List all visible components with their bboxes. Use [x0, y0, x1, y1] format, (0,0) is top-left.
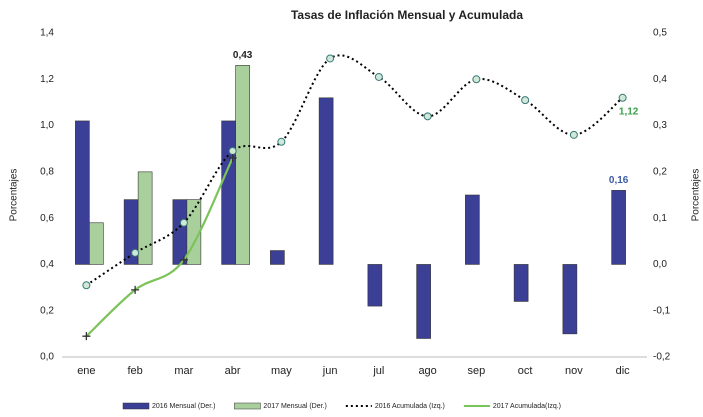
- y2-tick-label: 0,0: [653, 259, 667, 270]
- bar: [513, 264, 529, 302]
- x-tick-label: mar: [174, 365, 193, 377]
- legend-label: 2016 Acumulada (Izq.): [375, 403, 445, 410]
- x-tick-label: dic: [616, 365, 631, 377]
- y-tick-label: 0,6: [40, 213, 54, 224]
- y-tick-label: 0,2: [40, 305, 54, 316]
- legend-label: 2016 Mensual (Der.): [152, 403, 215, 410]
- bar: [235, 65, 250, 265]
- y-axis-label: Porcentajes: [9, 169, 20, 222]
- value-label: 0,43: [233, 50, 253, 61]
- x-tick-label: oct: [518, 365, 533, 377]
- y2-tick-label: -0,1: [653, 305, 671, 316]
- bar: [221, 120, 236, 265]
- marker: [423, 112, 432, 121]
- bar: [89, 222, 104, 265]
- marker: [618, 93, 627, 102]
- x-tick-label: abr: [225, 365, 241, 377]
- marker: [131, 285, 140, 294]
- chart-title: Tasas de Inflación Mensual y Acumulada: [291, 8, 523, 22]
- y-tick-label: 1,0: [40, 120, 54, 131]
- bar: [137, 171, 153, 265]
- marker: [179, 255, 188, 264]
- value-label: 1,12: [619, 106, 639, 117]
- bar: [367, 264, 383, 307]
- marker: [374, 72, 383, 81]
- marker: [569, 130, 578, 139]
- legend-swatch: [234, 402, 261, 410]
- marker: [472, 75, 481, 84]
- y2-tick-label: 0,5: [653, 28, 667, 39]
- y2-tick-label: 0,4: [653, 74, 667, 85]
- y2-axis-label: Porcentajes: [691, 169, 702, 222]
- marker: [228, 153, 237, 162]
- x-tick-label: jul: [372, 365, 384, 377]
- y-tick-label: 1,2: [40, 74, 54, 85]
- bar: [465, 194, 480, 265]
- legend-label: 2017 Mensual (Der.): [263, 403, 326, 410]
- marker: [82, 332, 91, 341]
- bar: [270, 250, 285, 265]
- marker: [277, 137, 286, 146]
- marker: [521, 96, 530, 105]
- x-tick-label: sep: [468, 365, 486, 377]
- y2-tick-label: 0,3: [653, 120, 667, 131]
- x-tick-label: nov: [565, 365, 583, 377]
- y-tick-label: 0,8: [40, 166, 54, 177]
- marker: [326, 54, 335, 63]
- marker: [82, 281, 91, 290]
- bar: [562, 264, 578, 335]
- bar: [611, 190, 626, 265]
- line: [85, 157, 234, 337]
- x-tick-label: feb: [127, 365, 142, 377]
- y-tick-label: 1,4: [40, 28, 54, 39]
- marker: [179, 218, 188, 227]
- line: [85, 54, 624, 287]
- y2-tick-label: 0,1: [653, 213, 667, 224]
- y2-tick-label: 0,2: [653, 166, 667, 177]
- legend-swatch: [122, 402, 150, 410]
- y2-tick-label: -0,2: [653, 352, 671, 363]
- x-tick-label: ene: [77, 365, 95, 377]
- x-tick-label: may: [271, 365, 292, 377]
- marker: [131, 248, 140, 257]
- x-tick-label: jun: [322, 365, 338, 377]
- y-tick-label: 0,4: [40, 259, 54, 270]
- bar: [172, 199, 188, 265]
- value-label: 0,16: [609, 175, 629, 186]
- bar: [75, 120, 90, 265]
- bar: [416, 264, 431, 339]
- legend-label: 2017 Acumulada(Izq.): [493, 403, 561, 410]
- x-tick-label: ago: [418, 365, 436, 377]
- y-tick-label: 0,0: [40, 352, 54, 363]
- marker: [228, 147, 237, 156]
- bar: [318, 97, 334, 265]
